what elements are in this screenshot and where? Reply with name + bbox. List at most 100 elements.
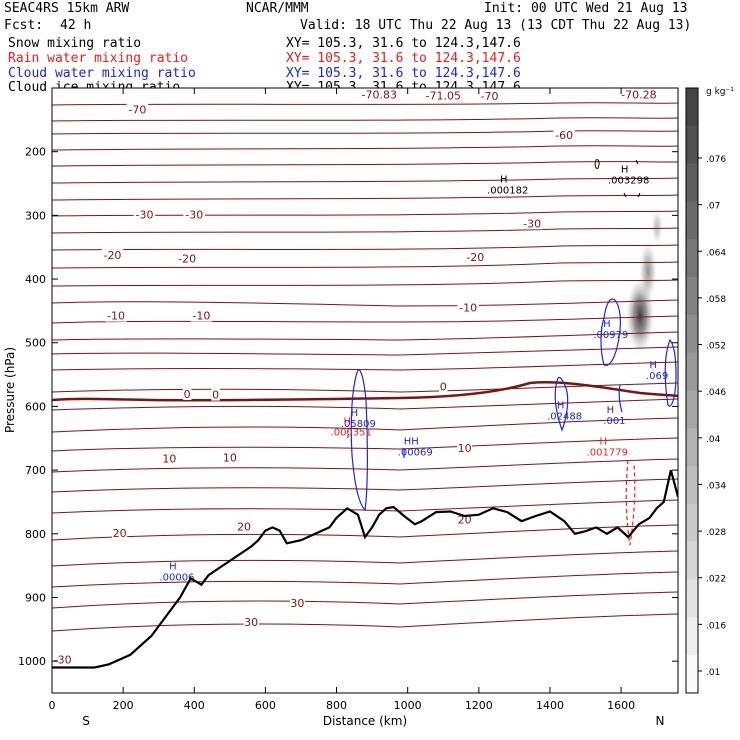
colorbar-label: .04 (706, 435, 721, 445)
temperature-label-bg (126, 103, 149, 116)
isotherm-line (52, 361, 678, 371)
cloud_water-max-value: .02488 (547, 411, 582, 422)
init-time: Init: 00 UTC Wed 21 Aug 13 (484, 1, 688, 16)
x-tick-label: 0 (49, 699, 56, 712)
temperature-label: 10 (458, 442, 472, 455)
colorbar-label: .022 (706, 575, 726, 585)
cloud-ice-contour (637, 192, 641, 198)
temperature-label-bg (161, 452, 177, 465)
isotherm-line (52, 194, 678, 201)
legend-cloudwater-xy: XY= 105.3, 31.6 to 124.3,147.6 (286, 66, 521, 81)
cloud_water-max-marker: H (557, 400, 565, 411)
cloud_water-max-value: .00006 (159, 572, 194, 583)
y-axis-label: Pressure (hPa) (3, 347, 17, 433)
cloud_water-max-marker: H (607, 405, 615, 416)
colorbar-swatch (686, 125, 698, 165)
cloud-water-contour (554, 376, 569, 432)
x-tick-label: 200 (113, 699, 134, 712)
colorbar: .076 .07 .064 .058 .052 .046 .04 .034 .028 .022 .0… (685, 87, 726, 694)
temperature-label-bg (176, 252, 198, 265)
rain-max-marker: H (600, 437, 608, 448)
x-axis-label: Distance (km) (323, 714, 407, 728)
x-tick-label: 600 (255, 699, 276, 712)
cloud-ice-shading (626, 207, 663, 350)
isotherm-line (52, 315, 678, 324)
cloud_water-max-value: .001 (603, 416, 625, 427)
temperature-label-bg (478, 89, 501, 102)
colorbar-swatch (686, 314, 698, 354)
axes: 0 200 400 600 800 1000 1200 1400 160010009008007… (18, 87, 678, 712)
rain-max-value: .000351 (331, 427, 372, 438)
colorbar-label: .028 (706, 528, 726, 538)
temperature-label: -20 (466, 251, 484, 264)
temperature-label: 20 (237, 520, 251, 533)
colorbar-frame (685, 87, 699, 694)
cloud_water-max-marker: H (351, 408, 359, 419)
terrain-profile (52, 469, 678, 669)
colorbar-swatch (686, 466, 698, 505)
colorbar-swatch (686, 352, 698, 391)
y-tick-label: 400 (25, 273, 46, 286)
maxima-labels: H.000182H.003298H.05809HH.00069H.02488H.… (159, 165, 668, 584)
isotherm-line (52, 177, 678, 184)
rain-max-value: .001779 (587, 448, 628, 459)
isotherm-line (52, 279, 678, 287)
isotherm-line (52, 117, 678, 122)
temperature-label: 30 (244, 616, 258, 629)
cloud-ice-top (651, 207, 663, 243)
isotherm-line (52, 571, 678, 588)
colorbar-label: .064 (706, 248, 726, 258)
cloud_water-max-marker: HH (404, 437, 419, 448)
y-tick-label: 500 (25, 337, 46, 350)
isotherm-line (52, 417, 678, 433)
temperature-label-bg (222, 451, 238, 464)
temperature-label: -60 (555, 129, 573, 142)
temperature-label-bg (133, 208, 156, 221)
cloud-water-contours (350, 298, 677, 512)
fcst-value: 42 h (60, 18, 92, 33)
temperature-label: -70 (481, 90, 499, 103)
colorbar-label: .046 (706, 388, 726, 398)
y-tick-label: 200 (25, 146, 46, 159)
temperature-label-bg (105, 309, 127, 322)
isotherm-line (52, 550, 678, 567)
colorbar-swatch (686, 277, 698, 316)
cloud_water-max-value: .00979 (593, 330, 628, 341)
isotherm-line (52, 613, 678, 632)
temperature-label-bg (457, 301, 479, 314)
colorbar-label: .07 (706, 202, 720, 212)
cloud_water-max-value: .00069 (398, 448, 433, 459)
y-tick-label: 1000 (18, 655, 46, 668)
colorbar-swatch (686, 503, 698, 543)
colorbar-swatch (686, 428, 698, 467)
isotherm-line (52, 398, 678, 411)
temperature-label: 20 (113, 527, 127, 540)
x-tick-label: 400 (184, 699, 205, 712)
y-tick-label: 800 (25, 528, 46, 541)
temperature-label: 0 (184, 388, 191, 401)
temperature-label-bg (553, 128, 575, 141)
temperature-label-bg (464, 251, 487, 264)
legend-rain-xy: XY= 105.3, 31.6 to 124.3,147.6 (286, 51, 521, 66)
temperature-label: -30 (135, 208, 153, 221)
temperature-label-bg (112, 526, 128, 539)
temperature-label-bg (439, 380, 448, 393)
cloud-water-contour (600, 298, 621, 366)
legend-snow: Snow mixing ratio (8, 36, 142, 51)
colorbar-units: g kg⁻¹ (706, 87, 734, 97)
cloud-ice-contour (635, 159, 639, 165)
x-tick-label: 1400 (536, 699, 564, 712)
y-tick-label: 300 (25, 209, 46, 222)
rain-max-marker: H (343, 416, 351, 427)
colorbar-label: .076 (706, 155, 726, 165)
isotherm-line (52, 331, 678, 341)
temperature-label-bg (183, 208, 206, 221)
colorbar-swatch (686, 541, 698, 581)
colorbar-swatch (686, 390, 698, 429)
temperature-labels: -70 -70.83 -71.05 -70 -70.28 -60 -30 -30 -30 -20 -… (52, 88, 660, 667)
temperature-isotherms (52, 102, 678, 632)
temperature-label: 10 (162, 452, 176, 465)
temperature-label: 10 (223, 452, 237, 465)
cloud_water-max-marker: H (169, 561, 177, 572)
